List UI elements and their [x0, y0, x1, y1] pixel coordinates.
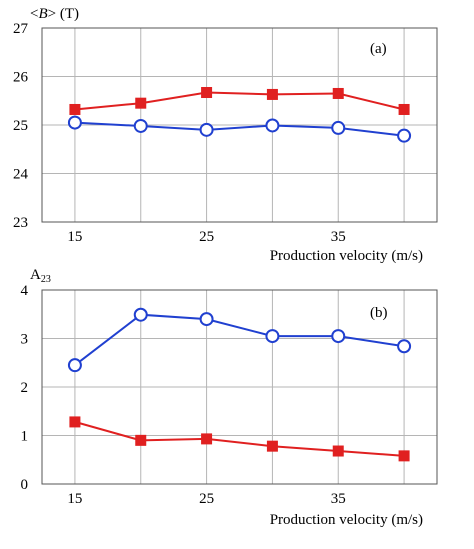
panel-b-xtick-label: 25 — [199, 491, 214, 507]
panel-b-series-1-line — [74, 420, 405, 457]
panel-b-series-1-point — [69, 416, 81, 428]
panel-a-ytick-label: 26 — [13, 70, 29, 86]
panel-a-panel-tag: (a) — [370, 41, 387, 57]
y-label-open: < — [30, 6, 38, 22]
panel-a-ytick-label: 25 — [13, 118, 28, 134]
panel-b-series-0-point — [67, 358, 82, 373]
panel-a-series-1-line — [74, 121, 405, 137]
panel-b-series-1-point — [332, 445, 344, 457]
panel-a-plot-frame — [41, 27, 438, 223]
panel-a-series-0-point — [201, 87, 213, 99]
panel-b-xtick-label: 35 — [331, 491, 346, 507]
panel-b-x-axis-label: Production velocity (m/s) — [270, 512, 423, 528]
panel-a: 23 24 25 26 27 15 25 35 Production velocity (m/s… — [13, 6, 438, 264]
panel-a-series-1-point — [331, 120, 346, 135]
panel-b-ytick-label: 1 — [21, 429, 29, 445]
panel-b-series-0-point — [133, 307, 148, 322]
panel-b-ytick-label: 0 — [21, 477, 29, 493]
panel-b-series-0-point — [331, 329, 346, 344]
panel-b-ytick-label: 3 — [21, 332, 29, 348]
panel-b-series-1-point — [398, 450, 410, 462]
panel-b-plot-frame — [41, 289, 438, 485]
panel-a-series-1-point — [67, 115, 82, 130]
panel-b-series-1-point — [201, 433, 213, 445]
panel-b-y-axis-label: A23 — [30, 267, 51, 285]
panel-b-series-0-line — [74, 313, 405, 366]
panel-a-xtick-label: 35 — [331, 229, 346, 245]
panel-a-ytick-label: 24 — [13, 167, 29, 183]
panel-a-series-0-point — [69, 103, 81, 115]
panel-a-series-1-point — [265, 118, 280, 133]
panel-b-xtick-label: 15 — [67, 491, 82, 507]
panel-b-series-0-point — [265, 329, 280, 344]
panel-a-ytick-label: 27 — [13, 21, 29, 37]
panel-a-series-0-point — [135, 97, 147, 109]
panel-a-xtick-label: 25 — [199, 229, 214, 245]
panel-b-series-0-point — [397, 339, 412, 354]
panel-a-y-axis-label: <B> (T) — [30, 6, 79, 22]
panel-a-series-0-line — [74, 91, 405, 111]
panel-b-panel-tag: (b) — [370, 305, 388, 321]
y-label-symbol: B — [38, 6, 47, 22]
panel-a-series-0-point — [266, 88, 278, 100]
panel-a-series-0-point — [332, 87, 344, 99]
panel-b-series-1-point — [135, 434, 147, 446]
panel-b-series-0-point — [199, 312, 214, 327]
panel-a-series-1-point — [133, 118, 148, 133]
y-label-close: > — [48, 6, 60, 22]
panel-b-ytick-label: 2 — [21, 380, 29, 396]
panel-a-ytick-label: 23 — [13, 215, 28, 231]
panel-a-x-axis-label: Production velocity (m/s) — [270, 248, 423, 264]
panel-a-series-0-point — [398, 103, 410, 115]
y-label-subscript: 23 — [41, 274, 51, 285]
panel-a-series-1-point — [397, 128, 412, 143]
panel-b-series-1-point — [266, 440, 278, 452]
panel-a-series-1-point — [199, 122, 214, 137]
y-label-main: A — [30, 267, 41, 283]
y-label-unit: (T) — [60, 6, 79, 22]
panel-a-xtick-label: 15 — [67, 229, 82, 245]
panel-b-ytick-label: 4 — [21, 283, 29, 299]
